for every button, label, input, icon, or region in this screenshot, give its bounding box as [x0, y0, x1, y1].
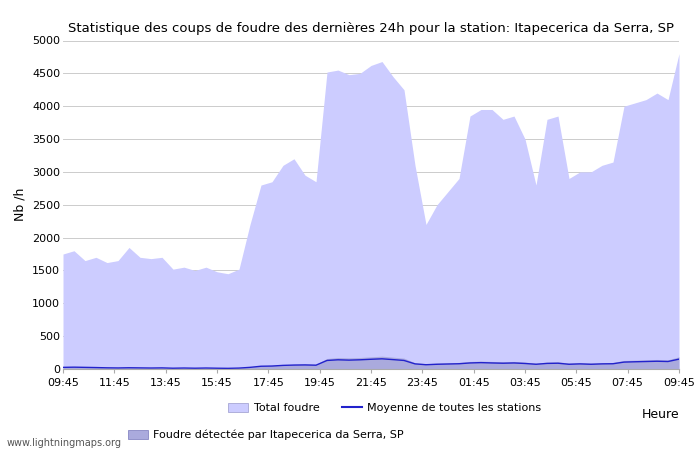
Title: Statistique des coups de foudre des dernières 24h pour la station: Itapecerica d: Statistique des coups de foudre des dern… — [68, 22, 674, 35]
Legend: Total foudre, Moyenne de toutes les stations: Total foudre, Moyenne de toutes les stat… — [228, 402, 542, 413]
Text: Heure: Heure — [641, 409, 679, 421]
Y-axis label: Nb /h: Nb /h — [13, 188, 27, 221]
Text: www.lightningmaps.org: www.lightningmaps.org — [7, 438, 122, 448]
Legend: Foudre détectée par Itapecerica da Serra, SP: Foudre détectée par Itapecerica da Serra… — [128, 429, 404, 440]
